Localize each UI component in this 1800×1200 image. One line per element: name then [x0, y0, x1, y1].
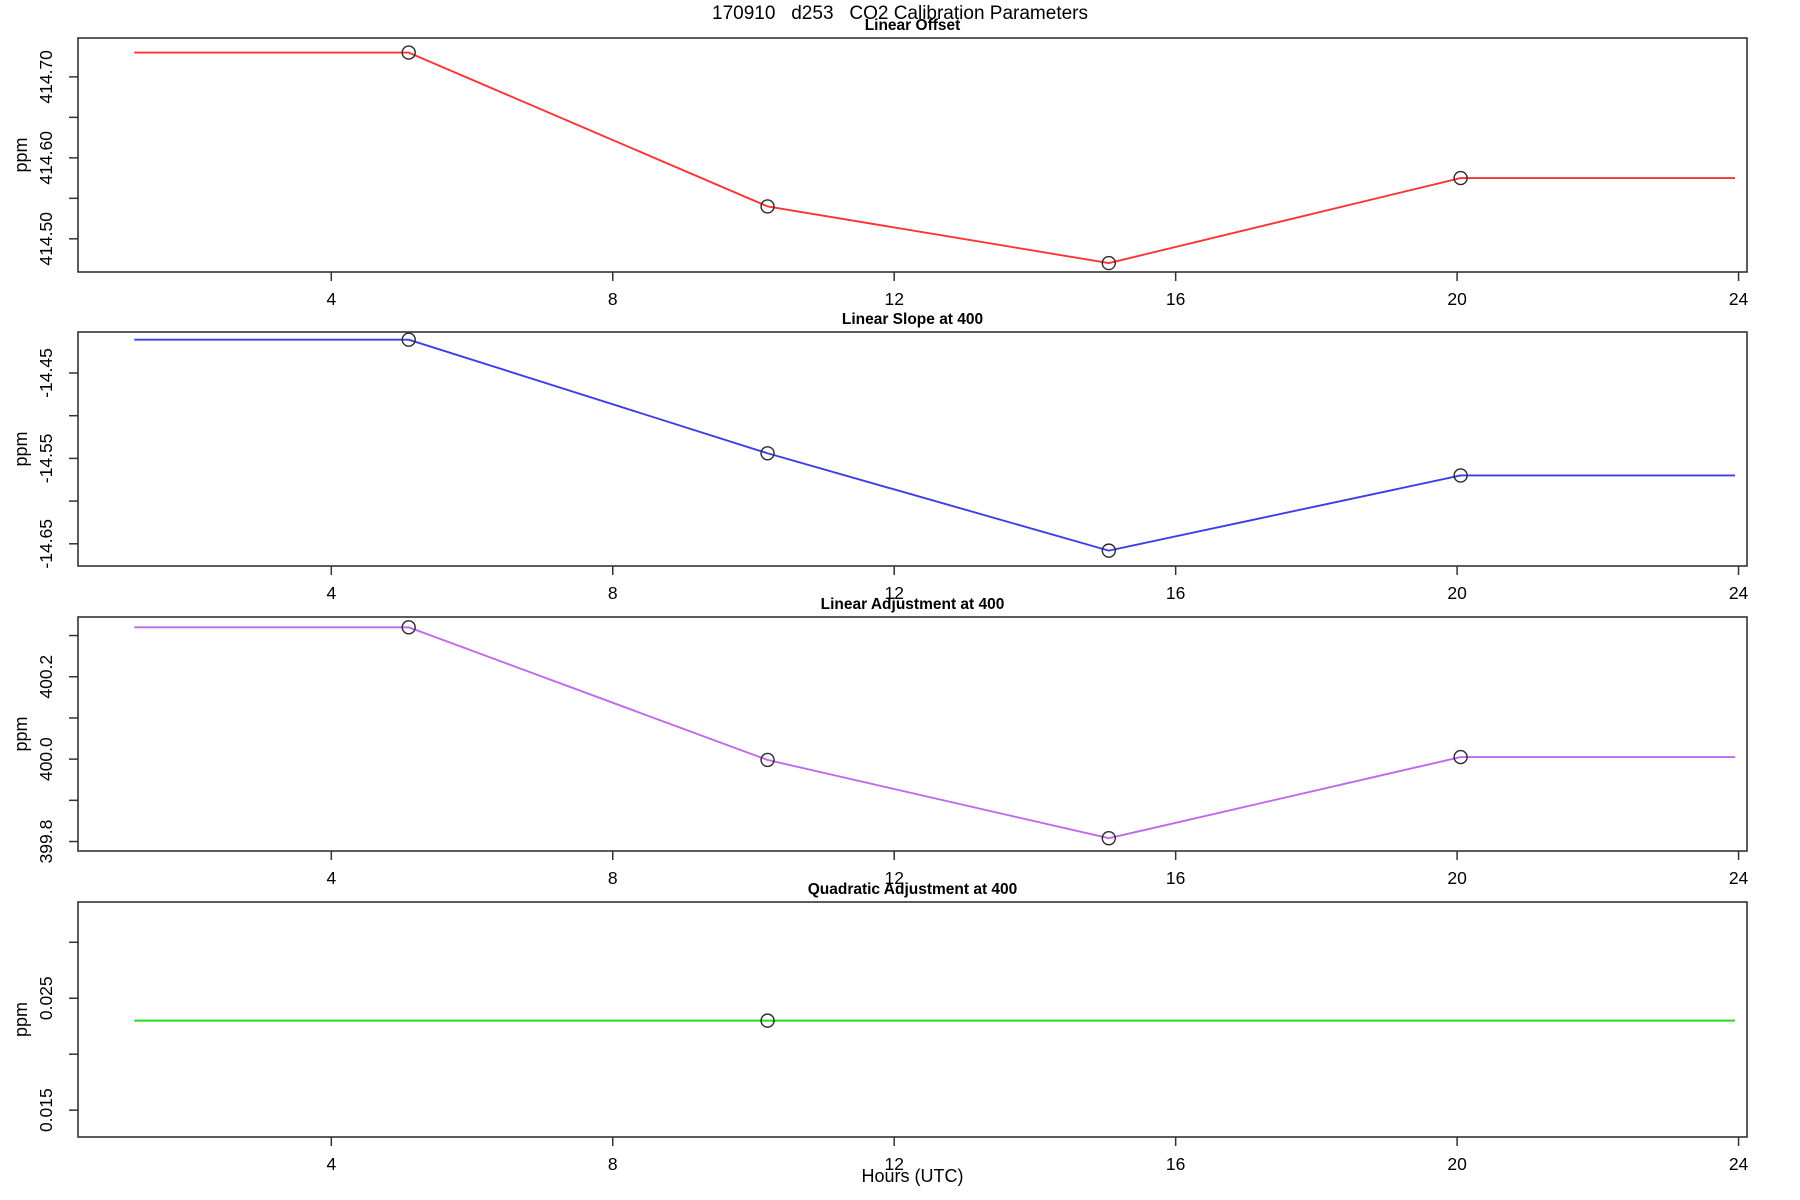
data-point [760, 752, 775, 768]
plot-box [77, 331, 1748, 567]
data-point [1101, 255, 1117, 271]
x-tick-label: 8 [608, 868, 618, 888]
series-line [134, 338, 1736, 552]
x-tick-label: 24 [1729, 289, 1749, 309]
panel-title: Linear Slope at 400 [842, 311, 983, 328]
data-point [401, 332, 416, 347]
data-point [401, 45, 416, 60]
x-tick-label: 16 [1166, 289, 1185, 309]
y-tick-label: 400.2 [36, 655, 56, 699]
panel-linear-slope-at-400: Linear Slope at 400 ppm 4 8 12 16 20 24 -14.65 -1… [11, 311, 1749, 603]
x-tick-label: 8 [608, 583, 618, 603]
y-tick-label: 414.50 [36, 212, 56, 266]
x-tick-label: 4 [326, 289, 336, 309]
plot-box [77, 616, 1748, 852]
x-tick-label: 20 [1447, 583, 1467, 603]
y-tick-label: 414.60 [36, 131, 56, 185]
data-point [760, 446, 775, 461]
y-axis-label: ppm [11, 137, 31, 172]
y-tick-label: 414.70 [36, 50, 56, 104]
panel-linear-adjustment-at-400: Linear Adjustment at 400 ppm 4 8 12 16 20 24 399… [11, 596, 1749, 888]
data-point [1453, 170, 1468, 186]
data-point [1453, 468, 1468, 483]
panel-title: Linear Adjustment at 400 [821, 596, 1005, 613]
x-tick-label: 20 [1447, 1154, 1467, 1174]
y-axis-label: ppm [11, 431, 31, 466]
x-tick-label: 4 [326, 868, 336, 888]
x-tick-label: 16 [1166, 868, 1185, 888]
x-tick-label: 20 [1447, 868, 1467, 888]
x-tick-label: 16 [1166, 583, 1185, 603]
plot-box [77, 901, 1748, 1138]
data-point [760, 1013, 775, 1028]
x-tick-label: 8 [608, 1154, 618, 1174]
panel-title: Quadratic Adjustment at 400 [808, 881, 1018, 898]
y-tick-label: -14.65 [36, 519, 56, 569]
x-tick-label: 8 [608, 289, 618, 309]
data-point [1101, 831, 1117, 846]
data-point [1101, 543, 1117, 558]
y-axis-label: ppm [11, 1002, 31, 1037]
page-title: 170910 d253 CO2 Calibration Parameters [712, 3, 1088, 24]
x-tick-label: 24 [1729, 868, 1749, 888]
y-tick-label: 400.0 [36, 737, 56, 781]
x-tick-label: 12 [884, 289, 903, 309]
data-point [760, 199, 775, 214]
y-tick-label: 0.015 [36, 1088, 56, 1132]
data-point [1453, 749, 1468, 765]
x-axis-title: Hours (UTC) [861, 1166, 964, 1186]
x-tick-label: 4 [326, 583, 336, 603]
x-tick-label: 12 [884, 583, 903, 603]
y-axis-label: ppm [11, 716, 31, 751]
y-tick-label: 399.8 [36, 820, 56, 864]
x-tick-label: 24 [1729, 583, 1749, 603]
x-tick-label: 12 [884, 868, 903, 888]
panel-linear-offset: Linear Offset ppm 4 8 12 16 20 24 414.50 414.60 41… [11, 17, 1749, 309]
x-tick-label: 4 [326, 1154, 336, 1174]
panel-quadratic-adjustment-at-400: Quadratic Adjustment at 400 ppm 4 8 12 16 20 24… [11, 881, 1749, 1174]
y-tick-label: -14.45 [36, 348, 56, 398]
data-point [401, 620, 416, 635]
series-line [134, 626, 1736, 840]
x-tick-label: 16 [1166, 1154, 1185, 1174]
y-tick-label: -14.55 [36, 434, 56, 484]
x-tick-label: 24 [1729, 1154, 1749, 1174]
series-line [134, 51, 1736, 265]
plot-box [77, 37, 1748, 273]
x-tick-label: 20 [1447, 289, 1467, 309]
x-tick-label: 12 [884, 1154, 903, 1174]
panel-title: Linear Offset [865, 17, 961, 34]
y-tick-label: 0.025 [36, 976, 56, 1020]
